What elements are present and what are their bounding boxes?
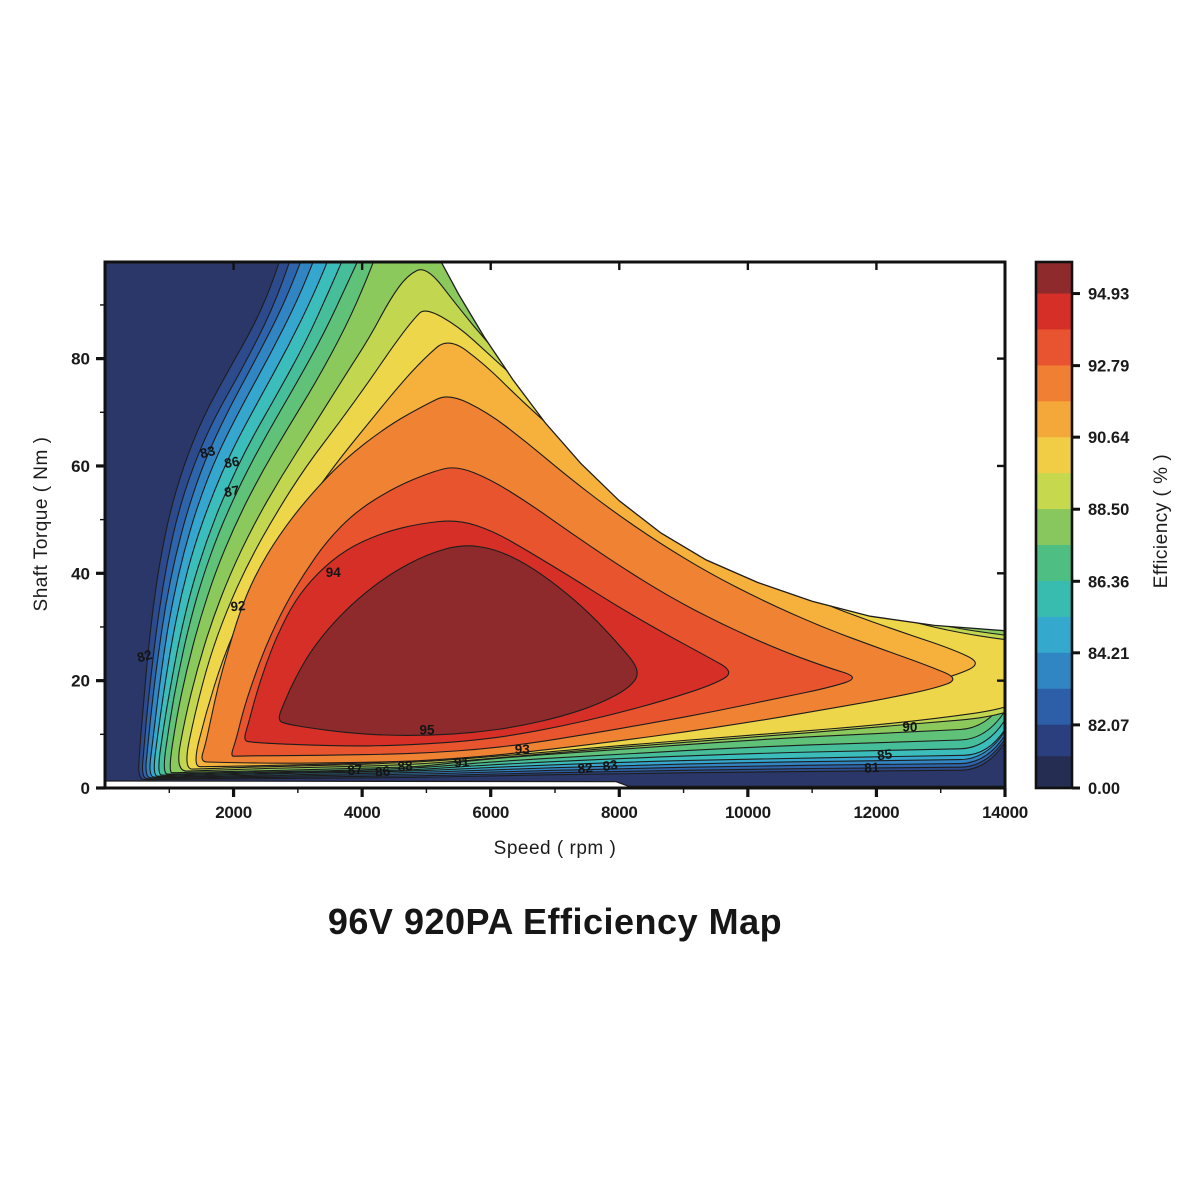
colorbar-tick-label: 92.79 [1088, 358, 1129, 376]
contour-label-95: 95 [420, 723, 436, 738]
colorbar-segment-13 [1036, 724, 1072, 757]
contour-label-86: 86 [223, 454, 241, 471]
colorbar-segment-12 [1036, 688, 1072, 726]
contour-label-82: 82 [135, 647, 154, 666]
colorbar-title: Efficiency ( % ) [1151, 453, 1172, 589]
x-tick-label: 6000 [472, 803, 509, 822]
contour-label-87: 87 [347, 762, 364, 778]
colorbar-tick-label: 86.36 [1088, 573, 1129, 591]
chart-title: 96V 920PA Efficiency Map [327, 901, 783, 942]
data-envelope-outline [104, 261, 1006, 788]
contour-band-95 [278, 545, 638, 736]
contour-label-93: 93 [515, 742, 531, 757]
colorbar-frame [1034, 260, 1074, 790]
colorbar-segment-2 [1036, 329, 1072, 367]
x-tick-label: 4000 [344, 803, 381, 822]
colorbar-segment-8 [1036, 545, 1072, 582]
contour-label-87: 87 [223, 483, 240, 500]
contour-label-83: 83 [602, 757, 619, 774]
colorbar-segment-3 [1036, 365, 1072, 402]
x-tick-label: 10000 [725, 803, 771, 822]
colorbar-segment-4 [1036, 401, 1072, 438]
contour-label-90: 90 [902, 719, 917, 734]
colorbar-tick-label: 90.64 [1088, 429, 1130, 447]
x-tick-label: 12000 [854, 803, 900, 822]
colorbar-segment-11 [1036, 652, 1072, 690]
colorbar-tick-label: 94.93 [1088, 286, 1129, 304]
colorbar-segment-5 [1036, 437, 1072, 474]
colorbar-tick-label: 82.07 [1088, 717, 1129, 735]
x-tick-label: 14000 [982, 803, 1028, 822]
colorbar-tick-label: 88.50 [1088, 501, 1129, 519]
colorbar: 94.93 92.79 90.64 88.50 86.36 84.21 82.07 0.00 [1034, 260, 1130, 798]
y-tick-label: 60 [71, 457, 90, 476]
contour-label-94: 94 [326, 565, 342, 580]
y-tick-label: 40 [71, 564, 90, 583]
x-tick-label: 2000 [215, 803, 252, 822]
x-axis-title: Speed ( rpm ) [493, 838, 617, 859]
colorbar-tick-label: 84.21 [1088, 645, 1129, 663]
contour-label-81: 81 [864, 760, 881, 776]
colorbar-segment-0 [1036, 262, 1072, 295]
x-tick-label: 8000 [601, 803, 638, 822]
contour-label-82: 82 [577, 760, 594, 776]
colorbar-segment-6 [1036, 473, 1072, 510]
contour-label-88: 88 [397, 758, 414, 775]
colorbar-segment-1 [1036, 293, 1072, 331]
contour-label-86: 86 [374, 763, 391, 780]
contour-label-85: 85 [876, 746, 893, 763]
axis-ticks: 2000 4000 6000 8000 10000 12000 14000 0 20 40 60 80 [71, 262, 1028, 822]
y-tick-label: 80 [71, 350, 90, 369]
colorbar-segment-7 [1036, 509, 1072, 546]
y-tick-label: 0 [81, 779, 90, 798]
colorbar-segment-10 [1036, 616, 1072, 654]
colorbar-segment-14 [1036, 756, 1072, 789]
y-axis-title: Shaft Torque ( Nm ) [31, 436, 52, 612]
colorbar-tick-label: 0.00 [1088, 780, 1120, 798]
contour-label-91: 91 [454, 754, 471, 770]
contour-label-83: 83 [199, 443, 218, 461]
y-tick-label: 20 [71, 672, 90, 691]
contour-label-92: 92 [230, 598, 246, 614]
colorbar-segment-9 [1036, 580, 1072, 618]
